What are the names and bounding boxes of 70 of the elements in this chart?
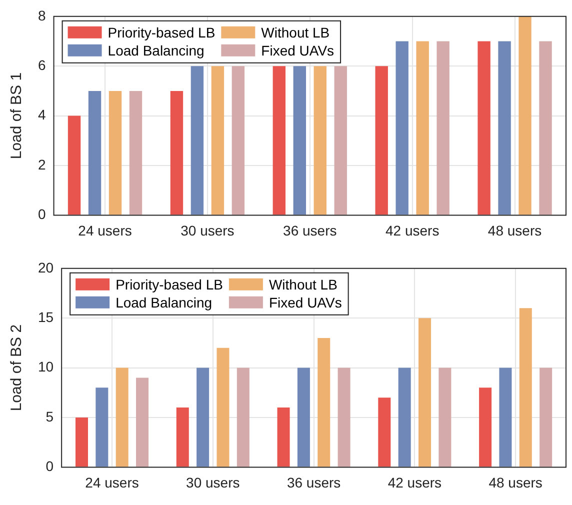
bar (236, 368, 250, 467)
bar (293, 66, 306, 215)
bar (540, 368, 552, 467)
bar (318, 338, 330, 467)
legend-label: Fixed UAVs (261, 42, 334, 58)
bar (338, 368, 350, 467)
bar (519, 308, 532, 467)
x-tick-label: 24 users (85, 474, 139, 490)
bar (416, 41, 429, 215)
bar (129, 90, 142, 215)
legend-label: Priority-based LB (108, 24, 216, 40)
bar (478, 41, 490, 215)
bar (96, 388, 108, 467)
bar (418, 318, 432, 467)
x-tick-label: 24 users (78, 222, 132, 238)
y-tick-label: 5 (46, 408, 54, 424)
y-axis-title: Load of BS 2 (8, 324, 26, 412)
bar (272, 66, 286, 215)
bar (75, 418, 88, 467)
bar (314, 66, 326, 215)
y-tick-label: 15 (38, 308, 54, 325)
x-tick-label: 48 users (488, 474, 542, 490)
legend-label: Without LB (261, 24, 330, 40)
bar (438, 368, 452, 467)
bar (211, 66, 224, 215)
legend-label: Priority-based LB (116, 276, 223, 292)
bar (136, 378, 149, 467)
bar (398, 368, 411, 467)
y-tick-label: 0 (46, 458, 54, 474)
bar (232, 66, 245, 215)
bar (216, 348, 230, 467)
y-tick-label: 20 (38, 259, 54, 276)
bar (68, 116, 81, 215)
bar (539, 41, 552, 215)
bar (375, 66, 388, 215)
bar (334, 66, 347, 215)
y-tick-label: 4 (38, 106, 46, 123)
legend-label: Load Balancing (116, 294, 212, 310)
y-tick-label: 6 (38, 56, 46, 73)
x-tick-label: 36 users (286, 474, 341, 490)
x-tick-label: 42 users (385, 222, 440, 238)
x-tick-label: 36 users (283, 222, 337, 238)
x-tick-label: 30 users (180, 222, 234, 238)
bar (108, 90, 122, 215)
y-tick-label: 8 (38, 7, 46, 24)
bar (190, 66, 204, 215)
legend-label: Without LB (268, 276, 338, 292)
bar (378, 398, 391, 467)
y-tick-label: 2 (38, 156, 46, 172)
bar (518, 16, 532, 215)
bar (196, 368, 210, 467)
bar (297, 368, 310, 467)
legend-label: Fixed UAVs (268, 294, 342, 310)
x-tick-label: 48 users (488, 222, 542, 238)
bar (436, 41, 450, 215)
legend-label: Load Balancing (108, 42, 204, 58)
bar (499, 368, 512, 467)
bar (479, 388, 492, 467)
bar (88, 90, 102, 215)
bar (498, 41, 511, 215)
bar (277, 408, 290, 467)
x-tick-label: 42 users (388, 474, 442, 490)
y-tick-label: 10 (38, 358, 54, 375)
x-tick-label: 30 users (186, 474, 240, 490)
bar (170, 90, 184, 215)
y-axis-title: Load of BS 1 (8, 72, 26, 160)
bar (176, 408, 189, 467)
bar (116, 368, 128, 467)
y-tick-label: 0 (38, 206, 46, 222)
bar (396, 41, 408, 215)
